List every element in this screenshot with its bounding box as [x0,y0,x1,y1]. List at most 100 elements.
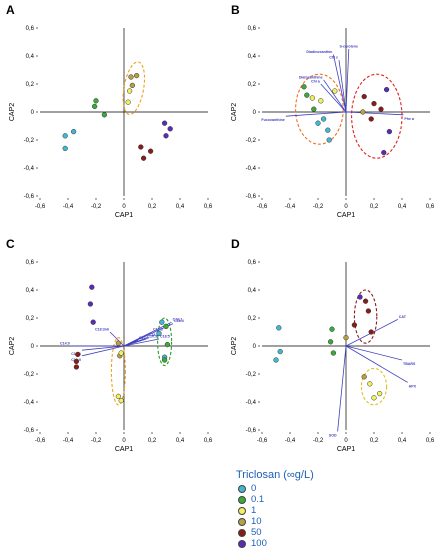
loading-vector [285,111,347,117]
y-tick-label: -0,2 [24,372,35,378]
loading-vector [123,340,139,347]
legend-label: 0 [251,483,257,494]
data-point [330,350,337,356]
x-tick-label: -0,4 [285,204,296,210]
vector-label: C18:4 [174,319,184,323]
data-point [277,348,283,355]
data-point [325,127,331,133]
data-point [133,72,140,79]
data-point [75,351,81,358]
group-ellipse [157,317,173,367]
x-tick-label: -0,6 [257,204,268,210]
loading-vector [333,54,347,113]
data-point [118,350,124,356]
vector-label: b-carotene [340,45,358,49]
y-tick-label: -0,4 [246,166,257,172]
y-tick-label: -0,4 [246,400,257,406]
data-point [326,137,332,143]
data-point [315,120,321,126]
panel-label-b: B [231,3,240,17]
x-tick-label: 0,6 [204,204,213,210]
x-tick-label: -0,6 [257,438,268,444]
data-point [301,84,307,90]
data-point [276,325,282,331]
legend-swatch [238,506,246,515]
loading-vector [81,345,125,351]
data-point [378,106,384,112]
y-tick-label: 0,4 [26,54,35,60]
loading-vector [345,111,404,116]
data-point [273,357,279,363]
vector-label: APX [409,384,417,388]
data-point [161,357,168,363]
legend-label: 10 [251,516,262,527]
legend-item: 1 [236,505,436,516]
data-point [376,390,383,397]
legend-label: 100 [251,538,267,549]
data-point [128,74,134,80]
data-point [343,334,349,341]
data-point [101,112,108,118]
vector-label: TBARS [403,362,416,366]
data-point [115,393,122,400]
data-point [304,92,310,98]
vector-label: C18:3n6 [95,328,109,332]
data-point [381,149,387,156]
y-tick-label: 0,6 [26,26,35,32]
data-point [90,319,96,325]
group-ellipse [360,367,388,406]
x-tick-label: 0,4 [176,438,185,444]
panel-d: -0,6 -0,4 -0,2 0 0,2 0,4 0,6 CAP1 0,6 0,4 0,2 0 -0,2… [231,260,435,453]
vector-label: Phe a [404,117,415,121]
panel-b: -0,6 -0,4 -0,2 0 0,2 0,4 0,6 CAP1 0,6 0,4 0,2 0 -0,2… [231,26,435,219]
data-point [91,103,98,110]
x-tick-label: 0,4 [176,204,185,210]
panel-c: -0,6 -0,4 -0,2 0 0,2 0,4 0,6 CAP1 0,6 0,4 0,2 0 -0,2… [9,260,213,453]
x-tick-label: 0,2 [370,438,379,444]
legend-label: 50 [251,527,262,538]
data-point [163,133,169,139]
x-tick-label: -0,4 [63,204,74,210]
data-point [318,98,324,104]
x-axis-label: CAP1 [337,212,355,219]
x-tick-label: 0,6 [426,438,435,444]
loading-vector [345,345,403,361]
y-tick-label: -0,6 [24,194,35,200]
loading-vector [338,60,347,113]
data-point [73,364,80,370]
y-tick-label: -0,6 [24,428,35,434]
loading-vector [123,331,153,347]
vector-label: C16:3 [153,328,163,332]
legend-item: 10 [236,516,436,527]
legend-swatch [238,539,246,548]
data-point [332,88,338,94]
vector-label: Fucoxanthine [261,118,284,122]
y-tick-label: -0,6 [246,194,257,200]
y-tick-label: 0 [253,110,257,116]
x-axis-label: CAP1 [115,212,133,219]
y-tick-label: 0,2 [26,316,35,322]
x-tick-label: 0,2 [370,204,379,210]
x-tick-label: 0,4 [398,438,407,444]
vector-label: C22:6 [139,336,149,340]
x-tick-label: 0 [122,438,126,444]
data-point [362,298,369,304]
data-point [159,319,165,325]
y-axis-label: CAP2 [231,337,238,355]
vector-label: Chl a [311,80,321,84]
y-tick-label: -0,2 [24,138,35,144]
legend-swatch [238,495,246,504]
data-point [163,323,169,330]
panel-label-a: A [6,3,15,17]
data-point [367,381,373,387]
x-tick-label: -0,2 [313,204,324,210]
data-point [360,109,366,115]
data-point [361,374,367,380]
data-point [311,106,317,112]
data-point [357,294,363,300]
y-tick-label: -0,2 [246,372,257,378]
y-axis-label: CAP2 [9,337,16,355]
x-axis-label: CAP1 [115,446,133,453]
data-point [93,98,99,104]
